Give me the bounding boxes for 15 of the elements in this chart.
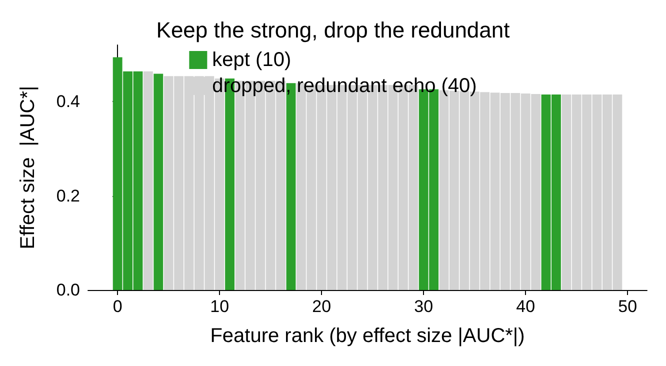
x-tick-label: 30	[414, 297, 434, 316]
x-tick-label: 20	[312, 297, 332, 316]
x-tick-label: 10	[210, 297, 230, 316]
y-tick-label: 0.2	[56, 186, 80, 206]
bar	[154, 74, 164, 290]
x-tick-label: 50	[618, 297, 638, 316]
chart-title: Keep the strong, drop the redundant	[156, 18, 510, 42]
x-tick-label: 40	[516, 297, 536, 316]
x-axis-title: Feature rank (by effect size |AUC*|)	[210, 325, 525, 347]
legend-label: kept (10)	[212, 49, 292, 71]
y-tick-label: 0.0	[56, 280, 80, 300]
bar	[143, 71, 153, 290]
y-axis-title: Effect size |AUC*|	[17, 86, 39, 250]
y-tick-label: 0.4	[56, 92, 80, 112]
x-tick-label: 0	[112, 297, 122, 316]
